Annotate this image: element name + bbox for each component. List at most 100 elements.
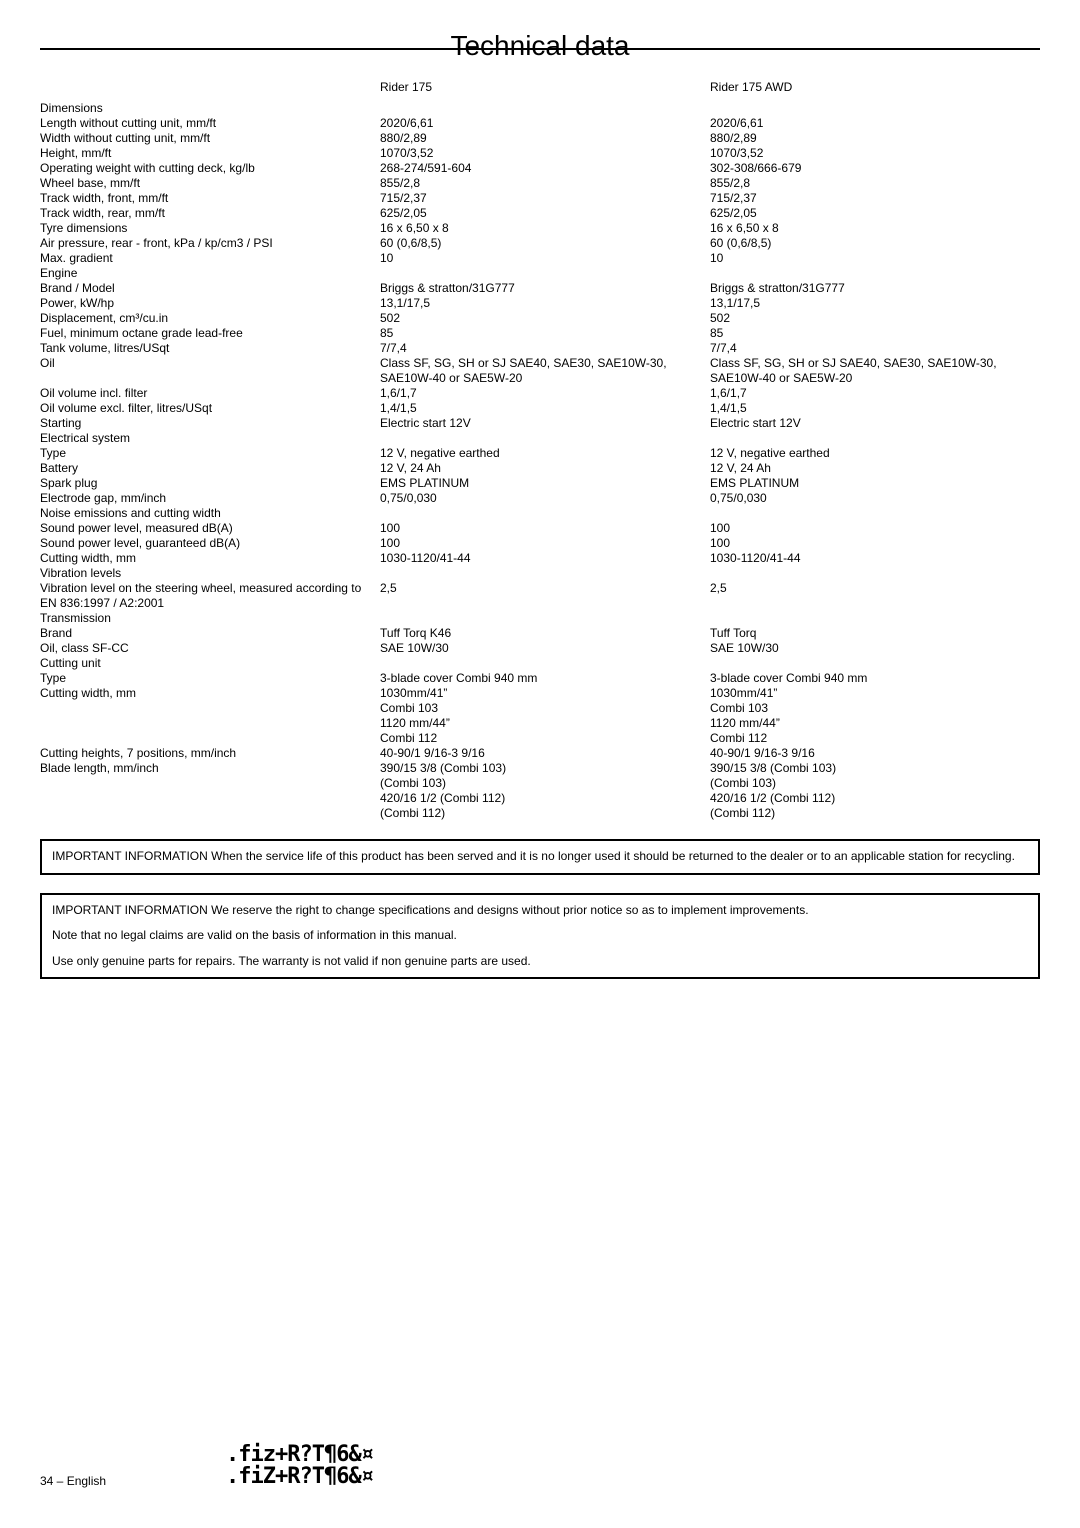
section-heading: Cutting unit xyxy=(40,656,380,671)
spec-label: Oil xyxy=(40,356,380,386)
spec-row: Electrode gap, mm/inch0,75/0,0300,75/0,0… xyxy=(40,491,1040,506)
spec-value-1: Class SF, SG, SH or SJ SAE40, SAE30, SAE… xyxy=(380,356,710,386)
spec-label: Sound power level, measured dB(A) xyxy=(40,521,380,536)
spec-value-1: 390/15 3/8 (Combi 103)(Combi 103)420/16 … xyxy=(380,761,710,821)
spec-label: Operating weight with cutting deck, kg/l… xyxy=(40,161,380,176)
spec-value-1: 1030-1120/41-44 xyxy=(380,551,710,566)
spec-row: Power, kW/hp13,1/17,513,1/17,5 xyxy=(40,296,1040,311)
spec-label: Height, mm/ft xyxy=(40,146,380,161)
spec-label: Cutting width, mm xyxy=(40,686,380,746)
spec-label: Tank volume, litres/USqt xyxy=(40,341,380,356)
spec-label: Brand / Model xyxy=(40,281,380,296)
spec-value-1: 85 xyxy=(380,326,710,341)
spec-row: Fuel, minimum octane grade lead-free8585 xyxy=(40,326,1040,341)
section-heading: Electrical system xyxy=(40,431,380,446)
spec-label: Width without cutting unit, mm/ft xyxy=(40,131,380,146)
section-heading: Noise emissions and cutting width xyxy=(40,506,380,521)
info-box: IMPORTANT INFORMATION When the service l… xyxy=(40,839,1040,875)
column-header-2: Rider 175 AWD xyxy=(710,80,1040,101)
spec-label: Type xyxy=(40,671,380,686)
spec-row: Oil, class SF-CCSAE 10W/30SAE 10W/30 xyxy=(40,641,1040,656)
spec-value-2: 1,4/1,5 xyxy=(710,401,1040,416)
info-paragraph: IMPORTANT INFORMATION When the service l… xyxy=(52,849,1028,865)
spec-row: Sound power level, guaranteed dB(A)10010… xyxy=(40,536,1040,551)
spec-row: Height, mm/ft1070/3,521070/3,52 xyxy=(40,146,1040,161)
spec-value-2: 85 xyxy=(710,326,1040,341)
spec-label: Cutting width, mm xyxy=(40,551,380,566)
spec-value-2: 715/2,37 xyxy=(710,191,1040,206)
spec-label: Starting xyxy=(40,416,380,431)
spec-value-1: 12 V, negative earthed xyxy=(380,446,710,461)
spec-value-1: 0,75/0,030 xyxy=(380,491,710,506)
spec-row: Track width, rear, mm/ft625/2,05625/2,05 xyxy=(40,206,1040,221)
spec-value-1: Electric start 12V xyxy=(380,416,710,431)
spec-row: BrandTuff Torq K46Tuff Torq xyxy=(40,626,1040,641)
spec-value-2: Briggs & stratton/31G777 xyxy=(710,281,1040,296)
spec-label: Oil, class SF-CC xyxy=(40,641,380,656)
section-heading-row: Electrical system xyxy=(40,431,1040,446)
spec-value-1: 715/2,37 xyxy=(380,191,710,206)
spec-value-1: 13,1/17,5 xyxy=(380,296,710,311)
spec-label: Air pressure, rear - front, kPa / kp/cm3… xyxy=(40,236,380,251)
spec-value-1: 60 (0,6/8,5) xyxy=(380,236,710,251)
spec-label: Electrode gap, mm/inch xyxy=(40,491,380,506)
spec-row: OilClass SF, SG, SH or SJ SAE40, SAE30, … xyxy=(40,356,1040,386)
spec-row: Battery12 V, 24 Ah12 V, 24 Ah xyxy=(40,461,1040,476)
section-heading: Engine xyxy=(40,266,380,281)
section-heading-row: Noise emissions and cutting width xyxy=(40,506,1040,521)
spec-table: Rider 175Rider 175 AWDDimensionsLength w… xyxy=(40,80,1040,821)
spec-value-1: 100 xyxy=(380,536,710,551)
spec-label: Oil volume excl. filter, litres/USqt xyxy=(40,401,380,416)
spec-value-2: 7/7,4 xyxy=(710,341,1040,356)
spec-label: Length without cutting unit, mm/ft xyxy=(40,116,380,131)
page-number: 34 – English xyxy=(40,1474,106,1488)
spec-value-1: 1070/3,52 xyxy=(380,146,710,161)
spec-label: Max. gradient xyxy=(40,251,380,266)
spec-row: Wheel base, mm/ft855/2,8855/2,8 xyxy=(40,176,1040,191)
spec-value-1: 2,5 xyxy=(380,581,710,611)
spec-value-2: 100 xyxy=(710,521,1040,536)
spec-value-2: 1070/3,52 xyxy=(710,146,1040,161)
spec-value-2: EMS PLATINUM xyxy=(710,476,1040,491)
spec-value-2: 855/2,8 xyxy=(710,176,1040,191)
spec-value-2: 1,6/1,7 xyxy=(710,386,1040,401)
spec-value-1: Tuff Torq K46 xyxy=(380,626,710,641)
section-heading: Vibration levels xyxy=(40,566,380,581)
title-block: Technical data xyxy=(40,30,1040,50)
spec-row: Oil volume incl. filter1,6/1,71,6/1,7 xyxy=(40,386,1040,401)
spec-value-1: 1,6/1,7 xyxy=(380,386,710,401)
spec-row: Displacement, cm³/cu.in502502 xyxy=(40,311,1040,326)
spec-value-1: 3-blade cover Combi 940 mm xyxy=(380,671,710,686)
spec-row: Length without cutting unit, mm/ft2020/6… xyxy=(40,116,1040,131)
spec-label: Track width, rear, mm/ft xyxy=(40,206,380,221)
spec-value-1: 880/2,89 xyxy=(380,131,710,146)
section-heading-row: Transmission xyxy=(40,611,1040,626)
spec-value-2: 880/2,89 xyxy=(710,131,1040,146)
spec-label: Wheel base, mm/ft xyxy=(40,176,380,191)
spec-value-1: 855/2,8 xyxy=(380,176,710,191)
spec-value-2: 100 xyxy=(710,536,1040,551)
section-heading-row: Cutting unit xyxy=(40,656,1040,671)
spec-value-1: 502 xyxy=(380,311,710,326)
spec-row: Cutting width, mm1030-1120/41-441030-112… xyxy=(40,551,1040,566)
spec-row: Tank volume, litres/USqt7/7,47/7,4 xyxy=(40,341,1040,356)
spec-value-2: Class SF, SG, SH or SJ SAE40, SAE30, SAE… xyxy=(710,356,1040,386)
section-heading-row: Engine xyxy=(40,266,1040,281)
info-paragraph: Use only genuine parts for repairs. The … xyxy=(52,954,1028,970)
column-header-1: Rider 175 xyxy=(380,80,710,101)
spec-value-1: 10 xyxy=(380,251,710,266)
spec-value-2: 390/15 3/8 (Combi 103)(Combi 103)420/16 … xyxy=(710,761,1040,821)
spec-value-2: 12 V, negative earthed xyxy=(710,446,1040,461)
spec-value-1: Briggs & stratton/31G777 xyxy=(380,281,710,296)
spec-row: Track width, front, mm/ft715/2,37715/2,3… xyxy=(40,191,1040,206)
spec-label: Displacement, cm³/cu.in xyxy=(40,311,380,326)
spec-value-1: 12 V, 24 Ah xyxy=(380,461,710,476)
info-box: IMPORTANT INFORMATION We reserve the rig… xyxy=(40,893,1040,980)
spec-value-2: 60 (0,6/8,5) xyxy=(710,236,1040,251)
spec-value-2: 1030mm/41”Combi 1031120 mm/44”Combi 112 xyxy=(710,686,1040,746)
section-heading: Transmission xyxy=(40,611,380,626)
spec-value-2: 10 xyxy=(710,251,1040,266)
blank-cell xyxy=(40,80,380,101)
spec-value-2: 16 x 6,50 x 8 xyxy=(710,221,1040,236)
spec-label: Oil volume incl. filter xyxy=(40,386,380,401)
